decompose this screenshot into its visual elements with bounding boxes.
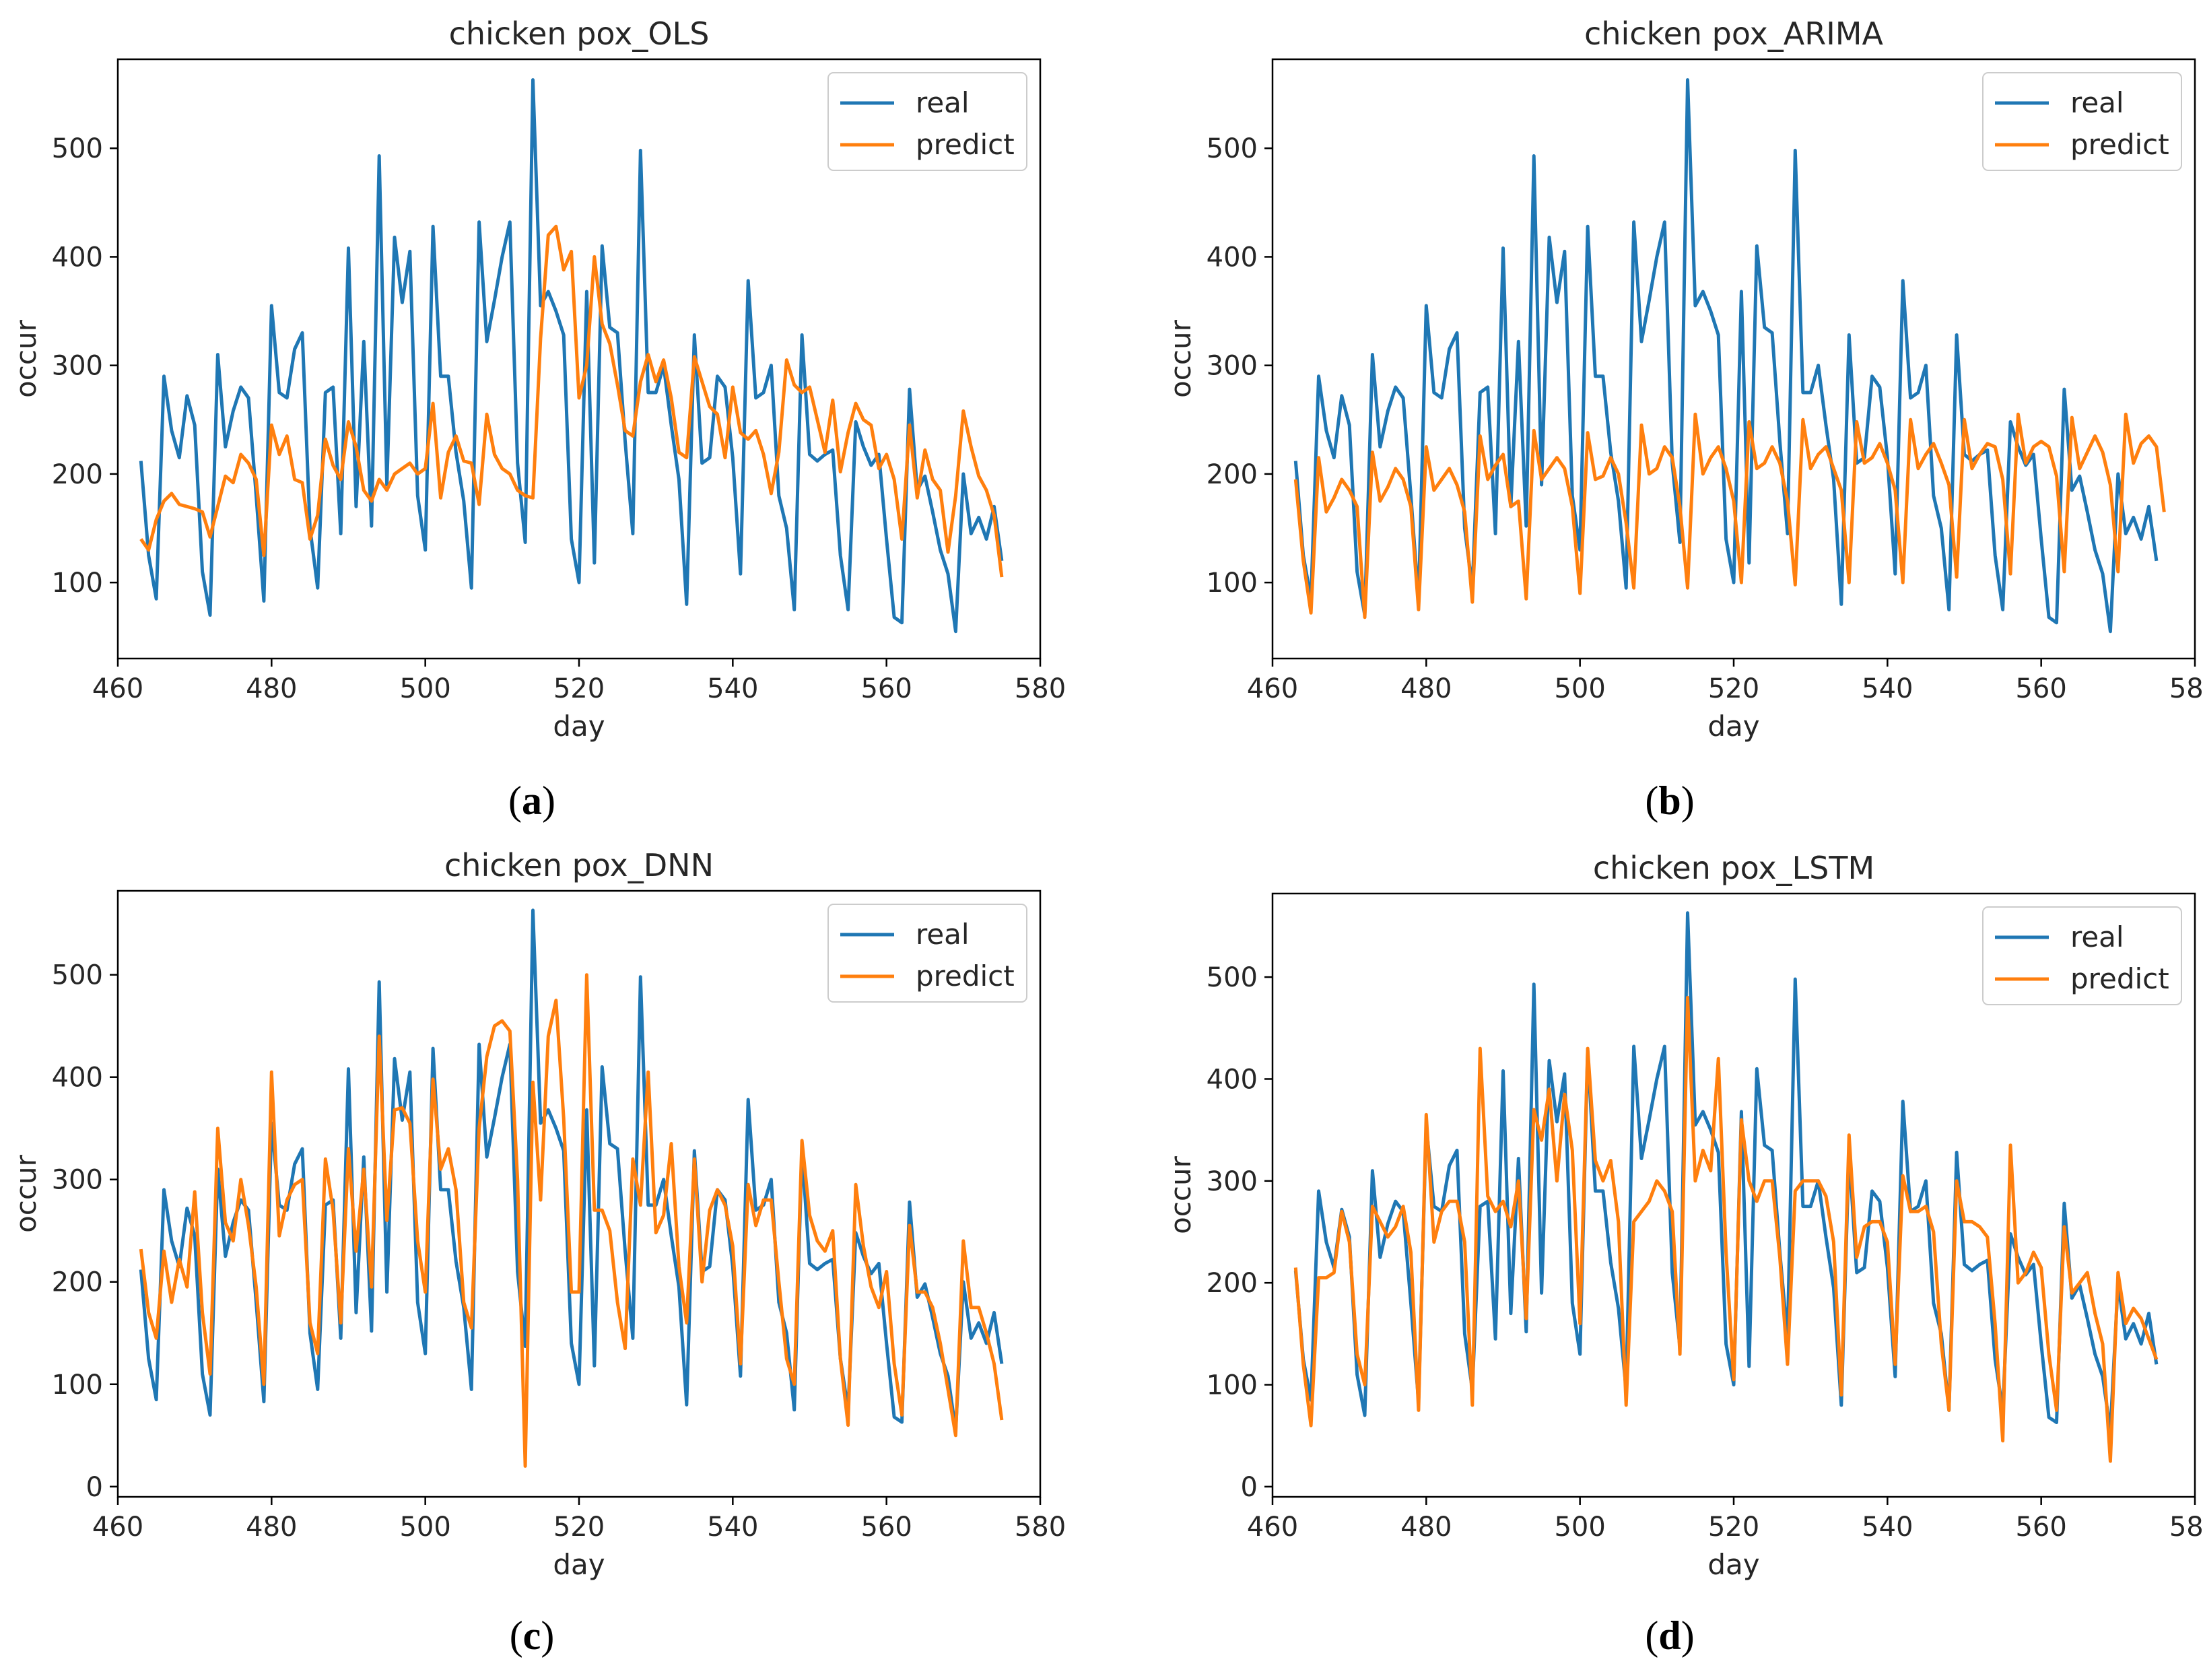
x-tick-label: 560 <box>2015 1512 2066 1543</box>
legend-label-predict: predict <box>2070 962 2169 995</box>
x-tick-label: 460 <box>92 673 143 704</box>
x-tick-label: 520 <box>1708 673 1759 704</box>
caption-b: (b) <box>1645 778 1695 823</box>
x-tick-label: 520 <box>1708 1512 1759 1543</box>
caption-d: (d) <box>1645 1613 1695 1658</box>
y-tick-label: 100 <box>52 1370 103 1401</box>
chart-ols: chicken pox_OLS 460 480 500 520 540 560 580 100 2… <box>9 15 1066 743</box>
y-tick-label: 0 <box>86 1472 103 1503</box>
y-tick-label: 300 <box>52 351 103 382</box>
y-tick-label: 400 <box>52 1063 103 1094</box>
y-tick-label: 500 <box>52 960 103 991</box>
x-axis-label: day <box>1707 1548 1759 1581</box>
y-tick-label: 300 <box>52 1165 103 1196</box>
legend: real predict <box>1982 72 2182 171</box>
x-axis-label: day <box>553 710 605 743</box>
x-tick-label: 460 <box>1247 1512 1298 1543</box>
y-tick-label: 100 <box>1207 568 1258 599</box>
y-tick-label: 500 <box>1207 962 1258 993</box>
y-tick-label: 100 <box>1207 1370 1258 1401</box>
x-tick-label: 540 <box>1862 1512 1913 1543</box>
x-tick-label: 540 <box>1862 673 1913 704</box>
x-tick-label: 560 <box>2015 673 2066 704</box>
caption-a: (a) <box>508 778 555 823</box>
series-line-predict <box>1293 412 2166 619</box>
chart-title: chicken pox_DNN <box>444 847 714 883</box>
y-tick-label: 500 <box>1207 133 1258 164</box>
legend-label-real: real <box>2070 86 2124 119</box>
y-tick-label: 100 <box>52 568 103 599</box>
y-tick-label: 300 <box>1207 351 1258 382</box>
legend-label-real: real <box>916 86 970 119</box>
x-tick-label: 580 <box>1015 673 1066 704</box>
series-line-real <box>139 78 1004 634</box>
x-tick-label: 560 <box>860 673 912 704</box>
x-tick-label: 580 <box>2169 673 2203 704</box>
legend-label-real: real <box>2070 920 2124 953</box>
x-tick-label: 560 <box>860 1512 912 1543</box>
panel-lstm: chicken pox_LSTM 460 480 500 520 540 560 580 0 10… <box>1102 838 2203 1680</box>
x-tick-label: 580 <box>2169 1512 2203 1543</box>
series-line-predict <box>1293 995 2159 1463</box>
legend-label-real: real <box>916 918 970 951</box>
x-tick-label: 540 <box>707 673 758 704</box>
panel-ols: chicken pox_OLS 460 480 500 520 540 560 580 100 2… <box>0 0 1102 842</box>
x-tick-label: 460 <box>1247 673 1298 704</box>
y-axis-label: occur <box>1164 319 1197 397</box>
y-tick-label: 200 <box>52 459 103 490</box>
x-tick-label: 500 <box>399 673 450 704</box>
panel-dnn: chicken pox_DNN 460 480 500 520 540 560 580 0 100… <box>0 838 1102 1680</box>
x-tick-label: 480 <box>246 1512 297 1543</box>
y-axis-label: occur <box>1164 1155 1197 1234</box>
legend: real predict <box>827 904 1027 1003</box>
series-line-predict <box>139 973 1004 1468</box>
x-tick-label: 520 <box>553 1512 605 1543</box>
x-tick-label: 480 <box>1400 673 1452 704</box>
y-tick-label: 200 <box>52 1267 103 1298</box>
y-axis-label: occur <box>9 319 42 397</box>
legend-label-predict: predict <box>916 960 1015 993</box>
chart-title: chicken pox_LSTM <box>1593 850 1874 886</box>
y-axis-label: occur <box>9 1154 42 1232</box>
x-tick-label: 480 <box>1400 1512 1452 1543</box>
caption-c: (c) <box>509 1613 555 1658</box>
y-tick-label: 0 <box>1241 1472 1258 1503</box>
x-tick-label: 480 <box>246 673 297 704</box>
x-tick-label: 500 <box>1554 673 1605 704</box>
series-line-real <box>1293 911 2159 1433</box>
y-tick-label: 400 <box>52 242 103 273</box>
y-tick-label: 500 <box>52 133 103 164</box>
legend: real predict <box>827 72 1027 171</box>
x-tick-label: 540 <box>707 1512 758 1543</box>
legend-label-predict: predict <box>916 128 1015 161</box>
x-tick-label: 500 <box>1554 1512 1605 1543</box>
y-tick-label: 200 <box>1207 1268 1258 1299</box>
x-tick-label: 580 <box>1015 1512 1066 1543</box>
legend: real predict <box>1982 906 2182 1005</box>
legend-label-predict: predict <box>2070 128 2169 161</box>
y-tick-label: 400 <box>1207 1064 1258 1095</box>
caption-d-letter: d <box>1658 1613 1681 1658</box>
chart-lstm: chicken pox_LSTM 460 480 500 520 540 560 580 0 10… <box>1164 850 2203 1581</box>
y-tick-label: 400 <box>1207 242 1258 273</box>
x-axis-label: day <box>1707 710 1759 743</box>
caption-a-letter: a <box>522 778 542 823</box>
chart-dnn: chicken pox_DNN 460 480 500 520 540 560 580 0 100… <box>9 847 1066 1581</box>
series-line-real <box>1293 78 2159 634</box>
y-tick-label: 200 <box>1207 459 1258 490</box>
chart-arima: chicken pox_ARIMA 460 480 500 520 540 560 580 10… <box>1164 15 2203 743</box>
x-tick-label: 460 <box>92 1512 143 1543</box>
chart-title: chicken pox_ARIMA <box>1584 15 1883 52</box>
caption-b-letter: b <box>1658 778 1681 823</box>
x-tick-label: 500 <box>399 1512 450 1543</box>
x-tick-label: 520 <box>553 673 605 704</box>
series-line-predict <box>139 224 1004 578</box>
chart-title: chicken pox_OLS <box>449 15 710 52</box>
panel-arima: chicken pox_ARIMA 460 480 500 520 540 560 580 10… <box>1102 0 2203 842</box>
x-axis-label: day <box>553 1548 605 1581</box>
y-tick-label: 300 <box>1207 1166 1258 1197</box>
caption-c-letter: c <box>522 1613 541 1658</box>
